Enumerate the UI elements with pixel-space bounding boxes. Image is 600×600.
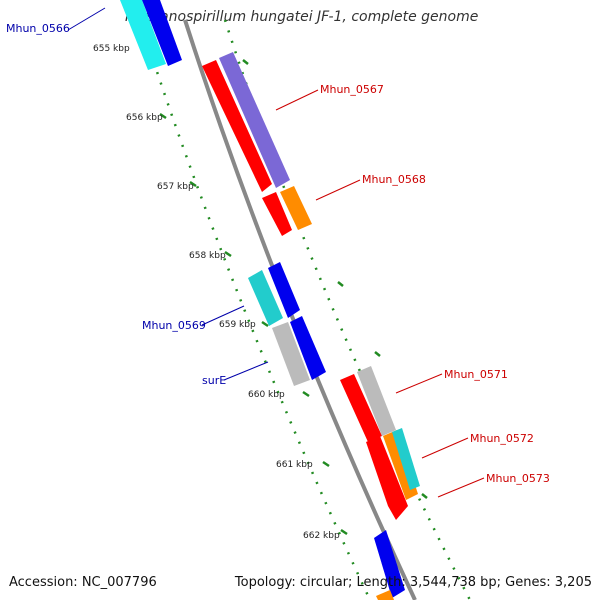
feature-red-0571[interactable] xyxy=(340,374,382,442)
outer-tick xyxy=(374,351,381,357)
tick-label: 656 kbp xyxy=(126,113,163,123)
tick-label: 662 kbp xyxy=(303,531,340,541)
leader-0571 xyxy=(395,373,443,394)
outer-tick xyxy=(242,59,249,65)
leader-0568 xyxy=(315,179,361,201)
inner-tick xyxy=(189,180,197,188)
inner-tick xyxy=(322,460,330,468)
leader-0567 xyxy=(275,89,319,111)
label-leaders xyxy=(67,7,485,498)
inner-tick xyxy=(261,320,269,328)
feature-cyan-0573[interactable] xyxy=(392,428,420,490)
forward-features xyxy=(202,52,420,520)
feature-orange-lower[interactable] xyxy=(376,590,394,600)
inner-ring-ticks xyxy=(141,42,348,536)
outer-tick xyxy=(421,493,428,499)
leader-0569 xyxy=(201,305,245,326)
inner-tick xyxy=(340,528,348,536)
leader-0572 xyxy=(421,437,469,459)
accession-text: Accession: NC_007796 xyxy=(9,575,157,590)
leader-0566 xyxy=(67,7,106,31)
feature-gray-sure[interactable] xyxy=(272,322,310,386)
tick-label: 661 kbp xyxy=(276,460,313,470)
outer-dotted-ring xyxy=(223,19,472,600)
gene-label[interactable]: Mhun_0571 xyxy=(444,368,508,381)
outer-dotted-path xyxy=(223,19,472,600)
gene-label[interactable]: Mhun_0573 xyxy=(486,472,550,485)
gene-label[interactable]: Mhun_0568 xyxy=(362,173,426,186)
gene-label[interactable]: Mhun_0572 xyxy=(470,432,534,445)
feature-blue-0569[interactable] xyxy=(268,262,300,318)
feature-red-0567[interactable] xyxy=(202,60,272,192)
feature-gray-0571[interactable] xyxy=(357,366,396,436)
feature-orange-0568[interactable] xyxy=(280,186,312,230)
feature-purple-0567[interactable] xyxy=(219,52,290,188)
tick-labels: 655 kbp 656 kbp 657 kbp 658 kbp 659 kbp … xyxy=(93,44,340,541)
gene-label[interactable]: Mhun_0566 xyxy=(6,22,70,35)
gene-labels: Mhun_0566 Mhun_0567 Mhun_0568 Mhun_0569 … xyxy=(6,22,550,485)
feature-blue-lower[interactable] xyxy=(374,530,405,598)
gene-label[interactable]: Mhun_0569 xyxy=(142,319,206,332)
reverse-features xyxy=(120,0,405,600)
inner-tick xyxy=(302,390,310,398)
feature-blue-sure[interactable] xyxy=(290,316,326,380)
leader-sure xyxy=(223,361,269,381)
inner-tick xyxy=(159,112,167,120)
gene-label[interactable]: surE xyxy=(202,374,226,387)
feature-cyan-0569[interactable] xyxy=(248,270,283,326)
feature-cyan-0566[interactable] xyxy=(120,0,166,70)
inner-tick xyxy=(224,250,232,258)
feature-red-0568[interactable] xyxy=(262,192,292,236)
feature-red-0572[interactable] xyxy=(366,436,408,520)
gene-label[interactable]: Mhun_0567 xyxy=(320,83,384,96)
genome-stats-text: Topology: circular; Length: 3,544,738 bp… xyxy=(234,575,592,590)
tick-label: 658 kbp xyxy=(189,251,226,261)
leader-0573 xyxy=(437,477,485,498)
tick-label: 660 kbp xyxy=(248,390,285,400)
outer-tick xyxy=(337,281,344,287)
map-title: Methanospirillum hungatei JF-1, complete… xyxy=(125,9,479,25)
tick-label: 659 kbp xyxy=(219,320,256,330)
tick-label: 655 kbp xyxy=(93,44,130,54)
feature-blue-0566[interactable] xyxy=(142,0,182,66)
tick-label: 657 kbp xyxy=(157,182,194,192)
